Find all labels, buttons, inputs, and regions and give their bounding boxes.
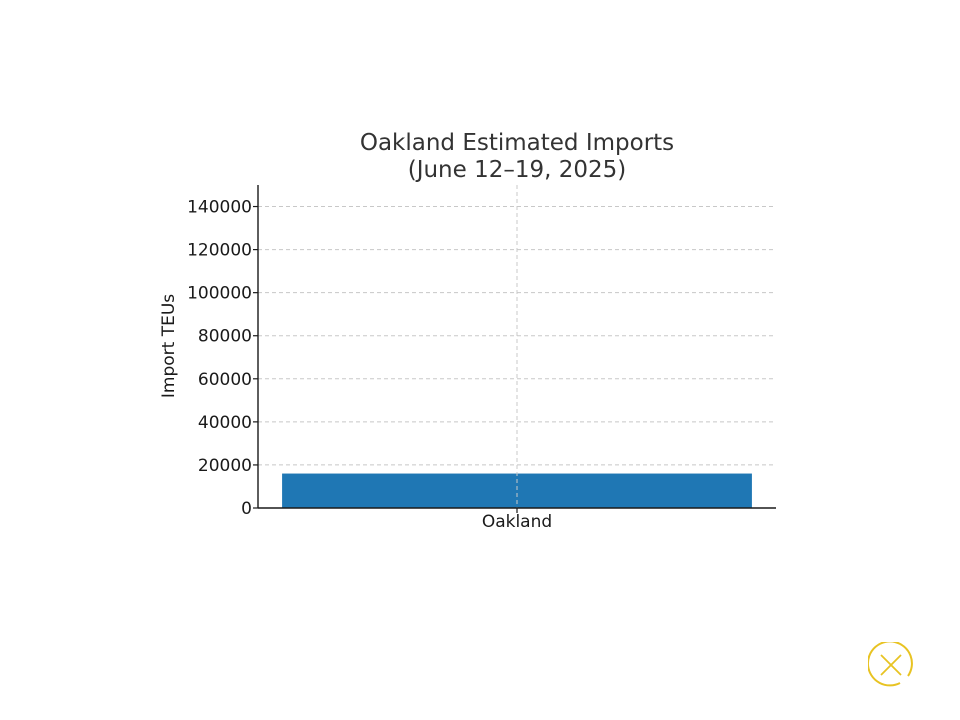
y-axis-label: Import TEUs bbox=[159, 294, 179, 398]
y-tick-label: 60000 bbox=[198, 370, 252, 390]
y-tick-label: 0 bbox=[241, 499, 252, 519]
y-tick-label: 140000 bbox=[187, 198, 252, 218]
x-axis-ticks: Oakland bbox=[482, 508, 552, 532]
y-tick-label: 20000 bbox=[198, 456, 252, 476]
x-tick-label: Oakland bbox=[482, 512, 552, 532]
close-button[interactable] bbox=[866, 640, 914, 688]
y-tick-label: 100000 bbox=[187, 284, 252, 304]
chart-title-line-2: (June 12–19, 2025) bbox=[408, 157, 627, 183]
chart-title-line-1: Oakland Estimated Imports bbox=[360, 130, 674, 156]
close-circle-icon bbox=[866, 640, 913, 687]
y-tick-label: 80000 bbox=[198, 327, 252, 347]
chart-title: Oakland Estimated Imports(June 12–19, 20… bbox=[360, 130, 674, 183]
y-axis-ticks: 0 20000 40000 60000 80000 100000 120000 140000 bbox=[187, 198, 258, 519]
y-tick-label: 40000 bbox=[198, 413, 252, 433]
y-tick-label: 120000 bbox=[187, 241, 252, 261]
